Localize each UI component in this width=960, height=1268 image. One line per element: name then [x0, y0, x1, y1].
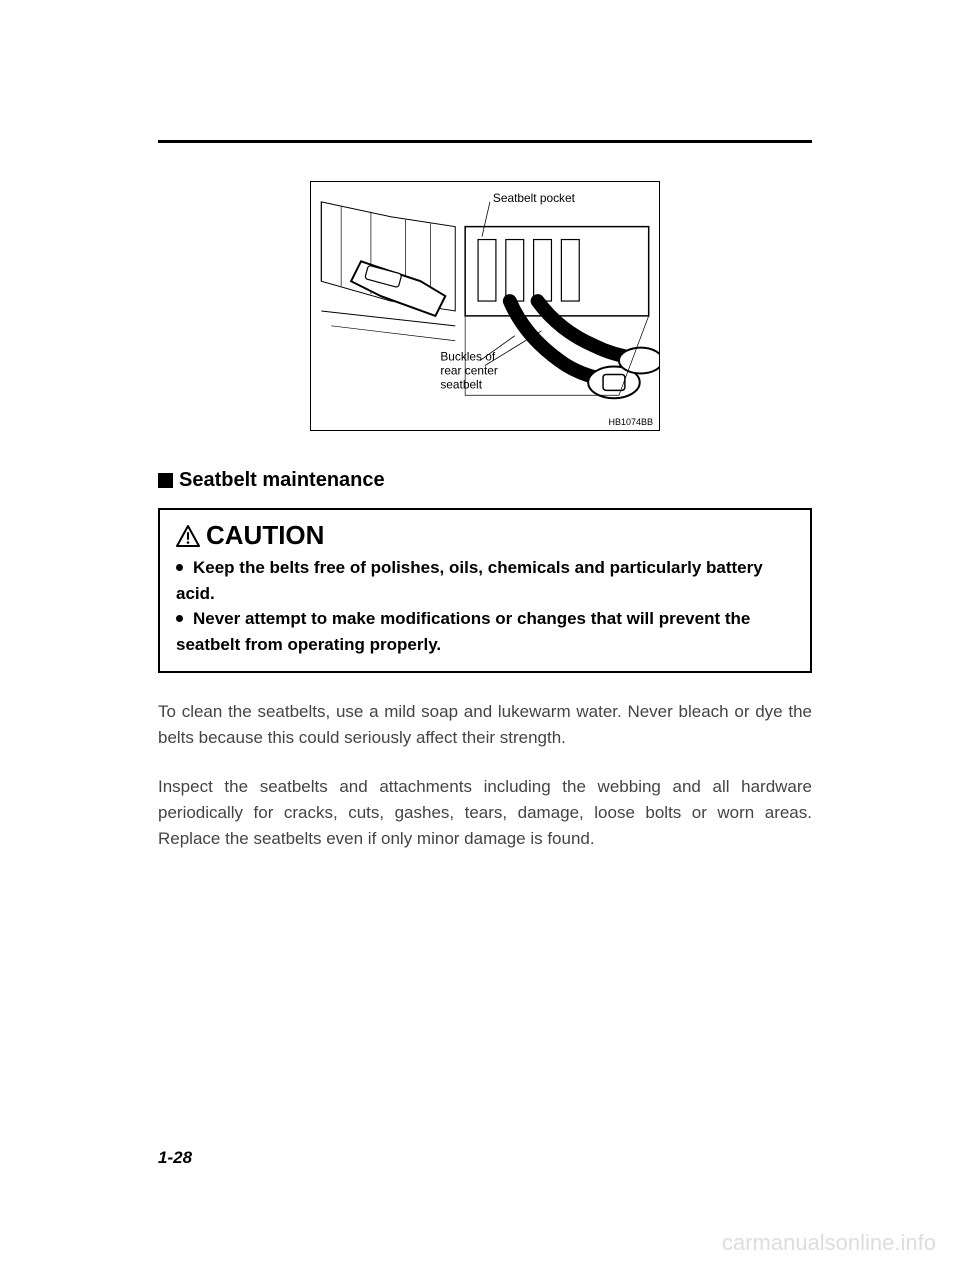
caution-item: Never attempt to make modifications or c… [176, 606, 794, 657]
section-heading-text: Seatbelt maintenance [179, 469, 385, 492]
page-container: Seatbelt pocket Buckles of rear center s… [0, 0, 960, 853]
figure-id-label: HB1074BB [608, 417, 653, 427]
figure-label-bottom-1: Buckles of [440, 350, 496, 364]
bullet-icon [176, 615, 183, 622]
figure-label-bottom-3: seatbelt [440, 377, 482, 391]
body-paragraph: Inspect the seatbelts and attachments in… [158, 774, 812, 853]
caution-item: Keep the belts free of polishes, oils, c… [176, 555, 794, 606]
caution-header: CAUTION [176, 520, 794, 551]
figure-seatbelt-pocket: Seatbelt pocket Buckles of rear center s… [310, 181, 660, 431]
figure-label-top: Seatbelt pocket [493, 191, 576, 205]
caution-title: CAUTION [206, 520, 324, 551]
heading-bullet-square [158, 473, 173, 488]
header-rule [158, 140, 812, 143]
caution-item-text: Never attempt to make modifications or c… [176, 609, 750, 654]
body-paragraph: To clean the seatbelts, use a mild soap … [158, 699, 812, 752]
watermark: carmanualsonline.info [722, 1230, 936, 1256]
figure-illustration: Seatbelt pocket Buckles of rear center s… [311, 182, 659, 430]
warning-triangle-icon [176, 525, 200, 547]
section-heading: Seatbelt maintenance [158, 469, 812, 492]
caution-list: Keep the belts free of polishes, oils, c… [176, 555, 794, 657]
caution-box: CAUTION Keep the belts free of polishes,… [158, 508, 812, 673]
page-number: 1-28 [158, 1148, 192, 1168]
caution-item-text: Keep the belts free of polishes, oils, c… [176, 558, 763, 603]
bullet-icon [176, 564, 183, 571]
figure-label-bottom-2: rear center [440, 363, 498, 377]
